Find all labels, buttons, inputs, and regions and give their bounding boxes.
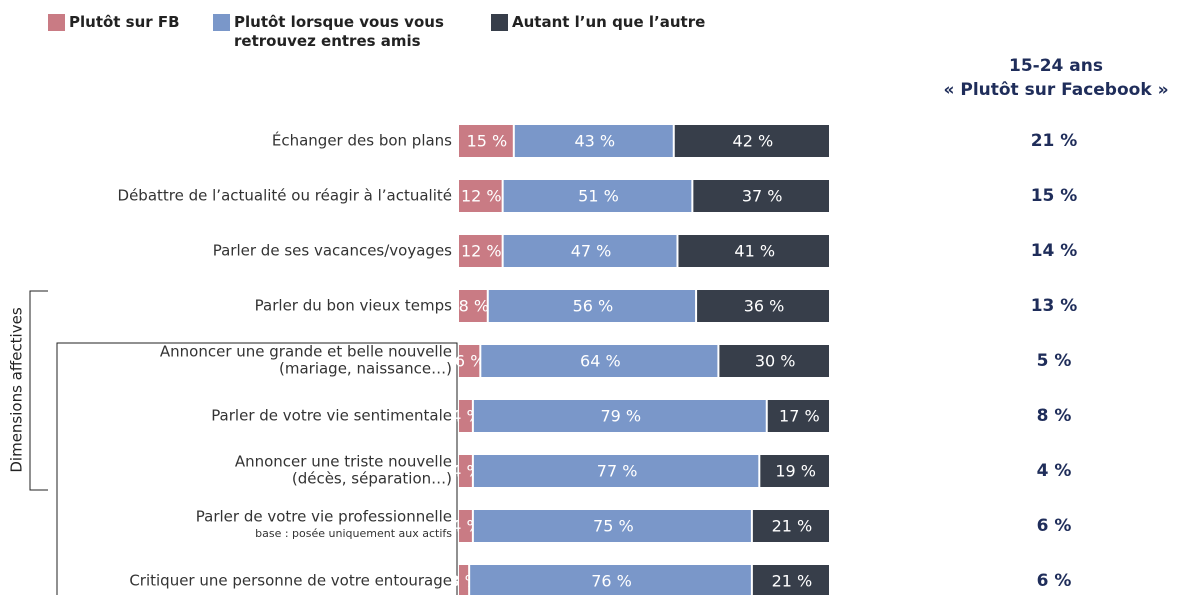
bar-segment: [481, 345, 718, 377]
bar-segment: [767, 400, 829, 432]
bar-segment: [752, 565, 829, 595]
value-label: 77 %: [597, 462, 638, 481]
bar-segment: [697, 290, 829, 322]
value-label: 43 %: [574, 132, 615, 151]
bar-segment: [470, 565, 751, 595]
value-label: 12 %: [461, 187, 502, 206]
bar-segment: [760, 455, 829, 487]
bar-segment: [459, 455, 472, 487]
value-label: 21 %: [772, 517, 813, 536]
bar-segment: [459, 235, 502, 267]
group-box: [56, 342, 458, 595]
category-label: (mariage, naissance…): [279, 360, 452, 378]
side-value: 14 %: [1031, 241, 1078, 261]
bar-segment: [719, 345, 829, 377]
side-value: 5 %: [1037, 351, 1072, 371]
legend-label: Plutôt lorsque vous vous retrouvez entre…: [234, 13, 444, 50]
bar-segment: [473, 400, 766, 432]
category-label: Annoncer une triste nouvelle: [235, 453, 452, 471]
side-value: 6 %: [1037, 516, 1072, 536]
side-value: 4 %: [1037, 461, 1072, 481]
bar-segment: [459, 510, 472, 542]
category-label: Critiquer une personne de votre entourag…: [129, 572, 452, 590]
bar-segment: [503, 235, 677, 267]
legend-swatch: [213, 14, 230, 31]
value-label: 79 %: [600, 407, 641, 426]
category-label: base : posée uniquement aux actifs: [255, 527, 452, 540]
value-label: 36 %: [744, 297, 785, 316]
value-label: 51 %: [578, 187, 619, 206]
bracket: [29, 290, 48, 491]
category-label: Parler de votre vie sentimentale: [211, 407, 452, 425]
annotation: Dimensions affectives: [8, 307, 26, 472]
bar-segment: [514, 125, 673, 157]
value-label: 42 %: [733, 132, 774, 151]
bar-segment: [459, 180, 502, 212]
side-value: 8 %: [1037, 406, 1072, 426]
legend-label: Plutôt sur FB: [69, 13, 180, 31]
value-label: 6 %: [455, 352, 485, 371]
side-value: 6 %: [1037, 571, 1072, 591]
value-label: 41 %: [734, 242, 775, 261]
category-label: Annoncer une grande et belle nouvelle: [160, 343, 452, 361]
value-label: 47 %: [571, 242, 612, 261]
category-label: Parler de votre vie professionnelle: [196, 508, 452, 526]
value-label: 75 %: [593, 517, 634, 536]
bar-segment: [459, 400, 472, 432]
bar-segment: [674, 125, 829, 157]
value-label: 30 %: [755, 352, 796, 371]
value-label: 19 %: [775, 462, 816, 481]
bar-segment: [678, 235, 829, 267]
value-label: 15 %: [467, 132, 508, 151]
side-value: 15 %: [1031, 186, 1078, 206]
side-value: 21 %: [1031, 131, 1078, 151]
legend-label: Autant l’un que l’autre: [512, 13, 706, 31]
value-label: 56 %: [573, 297, 614, 316]
bar-segment: [473, 455, 759, 487]
bar-segment: [503, 180, 692, 212]
legend-swatch: [491, 14, 508, 31]
value-label: 17 %: [779, 407, 820, 426]
bar-segment: [459, 345, 480, 377]
value-label: 21 %: [772, 572, 813, 591]
bar-segment: [693, 180, 829, 212]
category-label: Débattre de l’actualité ou réagir à l’ac…: [118, 187, 452, 205]
value-label: 8 %: [459, 297, 489, 316]
side-value: 13 %: [1031, 296, 1078, 316]
category-label: (décès, séparation…): [292, 470, 452, 488]
bar-segment: [752, 510, 829, 542]
side-title: « Plutôt sur Facebook »: [943, 80, 1168, 100]
value-label: 12 %: [461, 242, 502, 261]
bar-segment: [459, 565, 469, 595]
bar-segment: [459, 125, 513, 157]
value-label: 37 %: [742, 187, 783, 206]
value-label: 64 %: [580, 352, 621, 371]
category-label: Parler du bon vieux temps: [255, 297, 452, 315]
category-label: Échanger des bon plans: [272, 131, 452, 150]
category-label: Parler de ses vacances/voyages: [213, 242, 452, 260]
bar-segment: [459, 290, 487, 322]
value-label: 76 %: [591, 572, 632, 591]
bar-segment: [473, 510, 751, 542]
bar-segment: [488, 290, 696, 322]
legend-swatch: [48, 14, 65, 31]
side-title: 15-24 ans: [1009, 56, 1103, 76]
